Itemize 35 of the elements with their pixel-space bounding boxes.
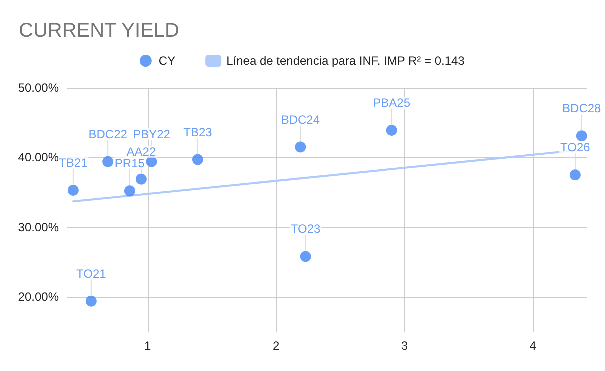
data-label: TB21 <box>59 156 88 170</box>
x-tick-label: 3 <box>401 339 408 353</box>
point <box>295 142 306 153</box>
y-tick-label: 50.00% <box>18 81 60 95</box>
point <box>386 125 398 136</box>
x-tick-label: 1 <box>144 339 152 353</box>
point <box>86 296 97 307</box>
data-label: TB23 <box>184 125 213 140</box>
x-tick-label: 4 <box>530 339 537 353</box>
data-label: PR15 <box>114 156 146 171</box>
legend-label: Línea de tendencia para INF. IMP R² = 0.143 <box>226 54 466 68</box>
point <box>102 156 114 168</box>
point <box>68 184 79 196</box>
point <box>570 170 581 181</box>
data-label: TO23 <box>290 222 322 236</box>
x-tick-label: 2 <box>272 339 280 353</box>
point <box>576 130 588 142</box>
data-label: BDC22 <box>88 127 128 142</box>
data-label: AA22 <box>126 144 156 159</box>
chart-title: CURRENT YIELD <box>19 20 180 42</box>
data-label: TO21 <box>76 266 107 281</box>
point <box>300 251 312 262</box>
data-label: PBY22 <box>133 127 171 142</box>
y-tick-label: 40.00% <box>18 150 60 165</box>
data-label: BDC28 <box>562 102 602 116</box>
y-tick-label: 30.00% <box>18 220 60 234</box>
point <box>136 174 147 185</box>
point <box>192 154 204 166</box>
y-tick-label: 20.00% <box>18 290 60 304</box>
data-label: TO26 <box>560 140 591 155</box>
point <box>124 186 136 197</box>
data-label: BDC24 <box>281 112 320 127</box>
legend-label: CY <box>158 54 176 68</box>
point <box>146 156 158 168</box>
data-label: PBA25 <box>373 96 411 110</box>
